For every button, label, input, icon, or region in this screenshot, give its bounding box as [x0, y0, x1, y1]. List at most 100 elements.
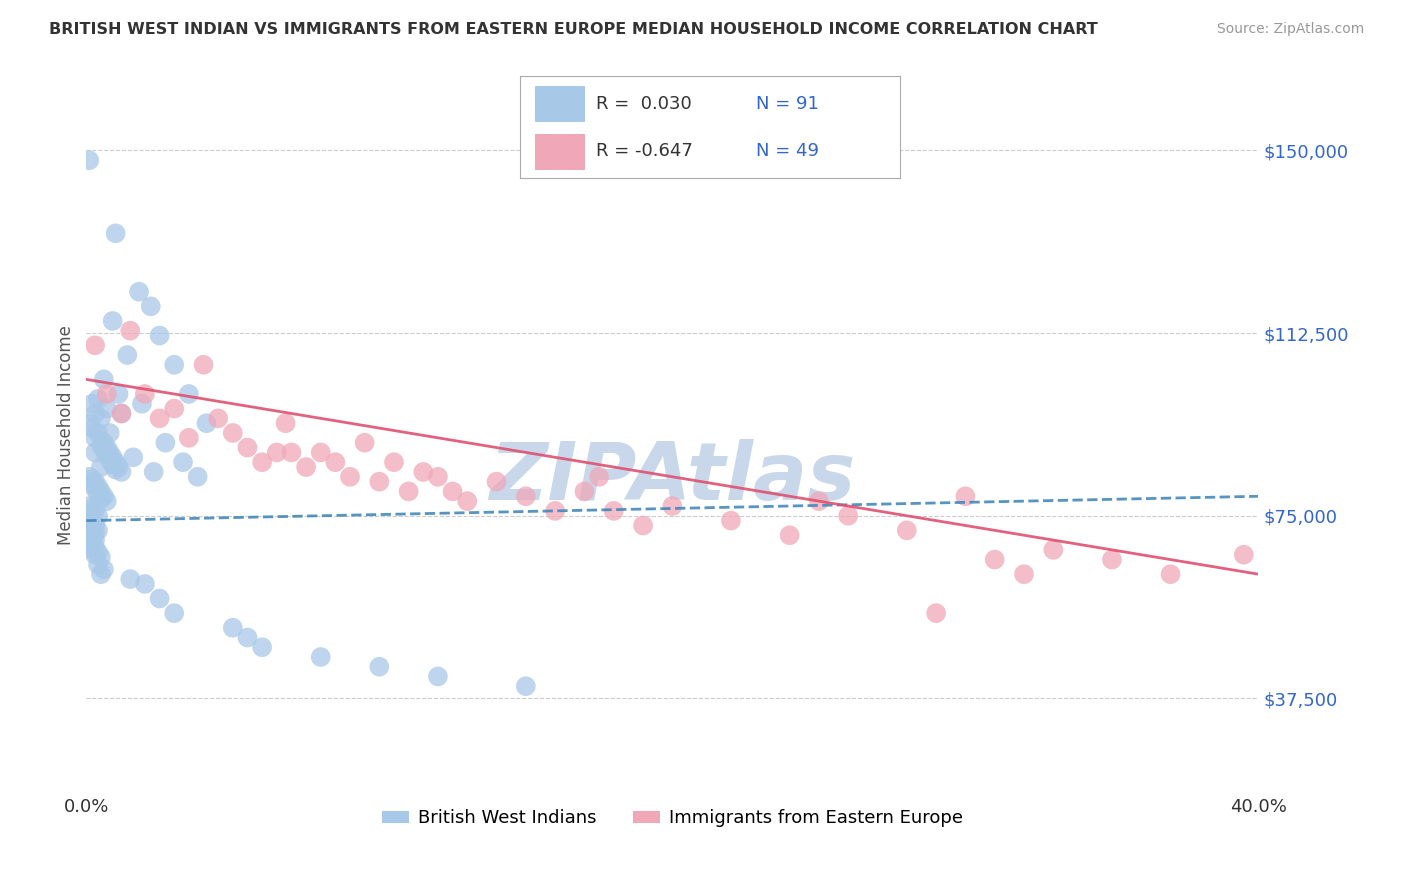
- Point: [96, 448, 118, 462]
- Point: [77, 470, 100, 484]
- Point: [163, 401, 186, 416]
- Point: [207, 411, 229, 425]
- Point: [96, 387, 118, 401]
- Point: [631, 518, 654, 533]
- Point: [309, 650, 332, 665]
- Point: [90, 491, 112, 506]
- Point: [101, 450, 124, 465]
- Point: [177, 431, 200, 445]
- Point: [87, 558, 110, 572]
- Point: [426, 669, 449, 683]
- Point: [1160, 567, 1182, 582]
- Point: [398, 484, 420, 499]
- Point: [93, 489, 115, 503]
- Point: [90, 567, 112, 582]
- Point: [82, 421, 104, 435]
- Text: R = -0.647: R = -0.647: [596, 142, 693, 160]
- Point: [90, 438, 112, 452]
- Point: [120, 324, 142, 338]
- Point: [107, 460, 129, 475]
- Point: [515, 679, 537, 693]
- Point: [250, 455, 273, 469]
- Point: [131, 397, 153, 411]
- Point: [280, 445, 302, 459]
- Point: [896, 524, 918, 538]
- Point: [77, 511, 100, 525]
- Point: [82, 542, 104, 557]
- Point: [177, 387, 200, 401]
- Point: [426, 470, 449, 484]
- Point: [77, 528, 100, 542]
- Point: [84, 475, 107, 489]
- Point: [925, 606, 948, 620]
- Point: [222, 621, 245, 635]
- Point: [163, 358, 186, 372]
- Point: [84, 504, 107, 518]
- Point: [84, 533, 107, 547]
- Point: [84, 431, 107, 445]
- Point: [90, 460, 112, 475]
- Point: [120, 572, 142, 586]
- Point: [84, 482, 107, 496]
- Point: [382, 455, 405, 469]
- Point: [90, 550, 112, 565]
- Text: BRITISH WEST INDIAN VS IMMIGRANTS FROM EASTERN EUROPE MEDIAN HOUSEHOLD INCOME CO: BRITISH WEST INDIAN VS IMMIGRANTS FROM E…: [49, 22, 1098, 37]
- Point: [148, 328, 170, 343]
- Bar: [536, 87, 585, 122]
- Text: R =  0.030: R = 0.030: [596, 95, 692, 112]
- Point: [325, 455, 347, 469]
- Point: [236, 631, 259, 645]
- Point: [110, 465, 132, 479]
- Point: [77, 153, 100, 168]
- Point: [96, 401, 118, 416]
- Point: [155, 435, 177, 450]
- Point: [148, 591, 170, 606]
- Point: [1101, 552, 1123, 566]
- Point: [93, 372, 115, 386]
- Point: [368, 659, 391, 673]
- Point: [82, 521, 104, 535]
- Point: [574, 484, 596, 499]
- Point: [87, 524, 110, 538]
- Point: [93, 562, 115, 576]
- Point: [250, 640, 273, 655]
- Point: [87, 392, 110, 406]
- Point: [87, 425, 110, 440]
- Point: [77, 499, 100, 513]
- Point: [441, 484, 464, 499]
- Point: [779, 528, 801, 542]
- Point: [104, 462, 127, 476]
- Point: [96, 494, 118, 508]
- Point: [87, 508, 110, 523]
- Point: [139, 299, 162, 313]
- Point: [101, 458, 124, 472]
- Point: [82, 501, 104, 516]
- Point: [339, 470, 361, 484]
- Point: [84, 548, 107, 562]
- Bar: [536, 135, 585, 170]
- Text: N = 91: N = 91: [755, 95, 818, 112]
- Point: [661, 499, 683, 513]
- Point: [274, 416, 297, 430]
- Point: [82, 531, 104, 545]
- Point: [222, 425, 245, 440]
- Point: [172, 455, 194, 469]
- Point: [1233, 548, 1256, 562]
- Point: [84, 525, 107, 540]
- Point: [84, 518, 107, 533]
- Point: [98, 425, 121, 440]
- Point: [544, 504, 567, 518]
- Point: [84, 541, 107, 555]
- Point: [104, 227, 127, 241]
- Point: [110, 407, 132, 421]
- Text: Source: ZipAtlas.com: Source: ZipAtlas.com: [1216, 22, 1364, 37]
- Point: [82, 514, 104, 528]
- Point: [134, 387, 156, 401]
- Point: [588, 470, 610, 484]
- Point: [353, 435, 375, 450]
- Point: [84, 407, 107, 421]
- Point: [93, 435, 115, 450]
- Point: [84, 338, 107, 352]
- Point: [807, 494, 830, 508]
- Point: [82, 397, 104, 411]
